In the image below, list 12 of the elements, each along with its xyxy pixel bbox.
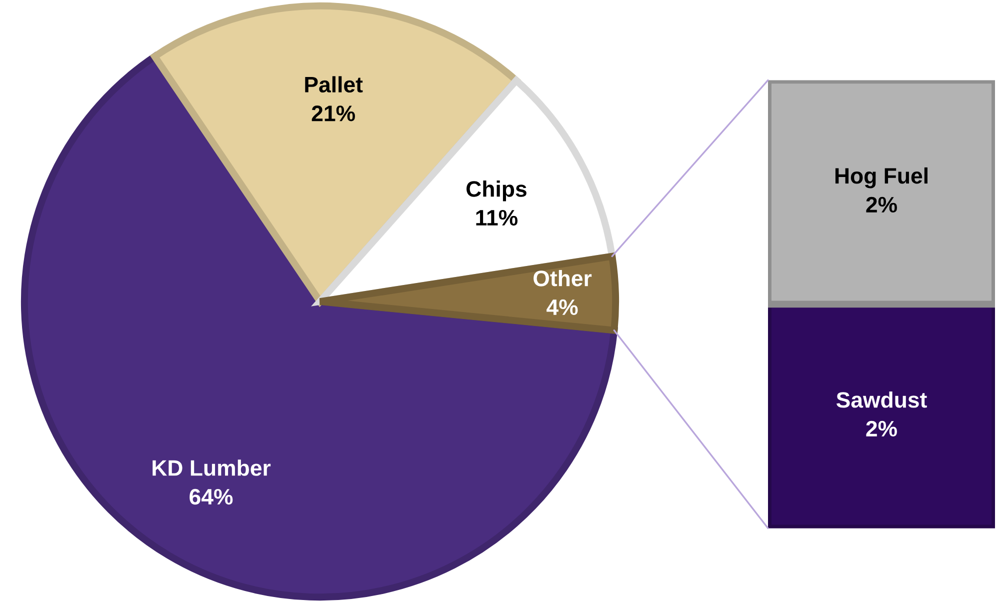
slice-label: Other — [534, 270, 592, 286]
series-label: Sawdust — [836, 391, 927, 408]
data-label: 64% — [190, 488, 233, 505]
data-label: 21% — [312, 106, 355, 122]
slice-label: Pallet — [305, 76, 363, 93]
data-label: 2% — [866, 196, 897, 213]
data-label: 2% — [866, 420, 897, 437]
data-label: 4% — [546, 299, 578, 316]
data-label: 11% — [476, 210, 518, 226]
slice-label: Chips — [466, 180, 526, 202]
slice-label: KD Lumber — [152, 460, 271, 476]
series-label: Hog Fuel — [835, 167, 928, 188]
